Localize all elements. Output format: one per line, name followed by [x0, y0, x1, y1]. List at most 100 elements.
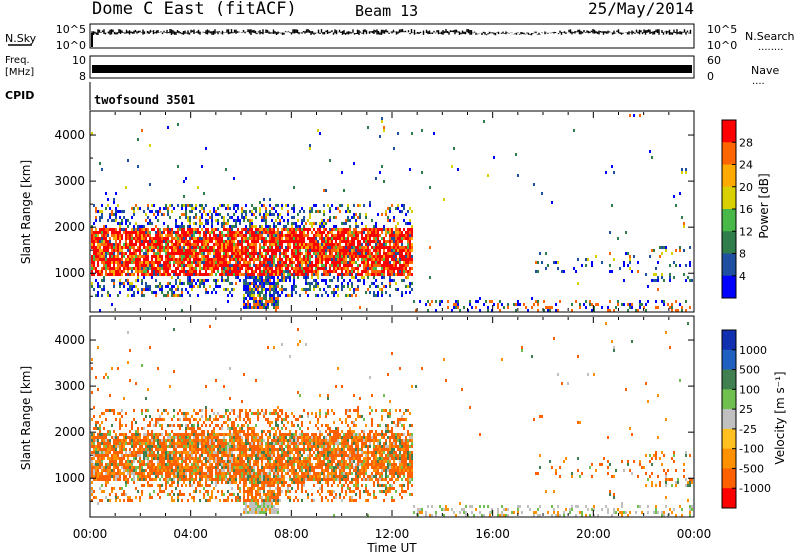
heatmap-cell: [141, 448, 143, 451]
heatmap-cell: [121, 487, 123, 490]
heatmap-cell: [137, 276, 139, 279]
heatmap-cell: [95, 249, 97, 252]
heatmap-cell: [223, 421, 225, 424]
heatmap-cell: [133, 228, 135, 231]
heatmap-cell: [229, 418, 231, 421]
heatmap-cell: [201, 451, 203, 454]
heatmap-cell: [137, 472, 139, 475]
heatmap-cell: [629, 303, 631, 306]
heatmap-cell: [129, 252, 131, 255]
heatmap-cell: [223, 243, 225, 246]
heatmap-cell: [123, 499, 125, 502]
heatmap-cell: [377, 240, 379, 243]
heatmap-cell: [139, 448, 141, 451]
heatmap-cell: [97, 460, 99, 463]
heatmap-cell: [293, 243, 295, 246]
heatmap-cell: [387, 255, 389, 258]
heatmap-cell: [273, 288, 275, 291]
heatmap-cell: [411, 231, 413, 234]
heatmap-cell: [333, 216, 335, 219]
heatmap-cell: [391, 273, 393, 276]
heatmap-cell: [237, 264, 239, 267]
heatmap-cell: [121, 252, 123, 255]
heatmap-cell: [197, 442, 199, 445]
heatmap-cell: [239, 222, 241, 225]
heatmap-cell: [317, 261, 319, 264]
heatmap-cell: [327, 273, 329, 276]
heatmap-cell: [109, 264, 111, 267]
heatmap-cell: [205, 237, 207, 240]
heatmap-cell: [175, 460, 177, 463]
heatmap-cell: [429, 303, 431, 306]
heatmap-cell: [101, 273, 103, 276]
heatmap-cell: [97, 433, 99, 436]
heatmap-cell: [217, 249, 219, 252]
heatmap-cell: [171, 294, 173, 297]
heatmap-cell: [403, 234, 405, 237]
heatmap-cell: [255, 210, 257, 213]
heatmap-cell: [327, 294, 329, 297]
heatmap-cell: [107, 469, 109, 472]
heatmap-cell: [293, 270, 295, 273]
heatmap-cell: [265, 243, 267, 246]
heatmap-cell: [115, 243, 117, 246]
heatmap-cell: [169, 466, 171, 469]
heatmap-cell: [141, 409, 143, 412]
heatmap-cell: [347, 210, 349, 213]
heatmap-cell: [261, 297, 263, 300]
heatmap-cell: [229, 472, 231, 475]
heatmap-cell: [209, 325, 211, 328]
heatmap-cell: [101, 288, 103, 291]
heatmap-cell: [223, 499, 225, 502]
heatmap-cell: [305, 270, 307, 273]
heatmap-cell: [113, 219, 115, 222]
heatmap-cell: [149, 493, 151, 496]
heatmap-cell: [117, 412, 119, 415]
heatmap-cell: [113, 237, 115, 240]
heatmap-cell: [233, 412, 235, 415]
heatmap-cell: [159, 442, 161, 445]
heatmap-cell: [147, 457, 149, 460]
heatmap-cell: [303, 219, 305, 222]
heatmap-cell: [115, 228, 117, 231]
heatmap-cell: [243, 285, 245, 288]
heatmap-cell: [149, 210, 151, 213]
heatmap-cell: [149, 219, 151, 222]
heatmap-cell: [115, 216, 117, 219]
heatmap-cell: [225, 168, 227, 171]
heatmap-cell: [131, 261, 133, 264]
heatmap-cell: [161, 451, 163, 454]
heatmap-cell: [535, 261, 537, 264]
heatmap-cell: [235, 204, 237, 207]
heatmap-cell: [91, 261, 93, 264]
heatmap-cell: [95, 466, 97, 469]
heatmap-cell: [409, 222, 411, 225]
heatmap-cell: [91, 418, 93, 421]
heatmap-cell: [135, 222, 137, 225]
heatmap-cell: [209, 210, 211, 213]
heatmap-cell: [291, 267, 293, 270]
heatmap-cell: [249, 237, 251, 240]
heatmap-cell: [321, 258, 323, 261]
heatmap-cell: [329, 243, 331, 246]
heatmap-cell: [405, 246, 407, 249]
heatmap-cell: [229, 258, 231, 261]
heatmap-cell: [177, 442, 179, 445]
heatmap-cell: [125, 412, 127, 415]
heatmap-cell: [331, 240, 333, 243]
heatmap-cell: [411, 273, 413, 276]
heatmap-cell: [357, 249, 359, 252]
heatmap-cell: [111, 460, 113, 463]
heatmap-cell: [335, 267, 337, 270]
heatmap-cell: [175, 487, 177, 490]
heatmap-cell: [201, 463, 203, 466]
heatmap-cell: [351, 255, 353, 258]
heatmap-cell: [285, 204, 287, 207]
heatmap-cell: [207, 484, 209, 487]
heatmap-cell: [411, 237, 413, 240]
date-label: 25/May/2014: [588, 0, 694, 18]
heatmap-cell: [181, 240, 183, 243]
heatmap-cell: [313, 240, 315, 243]
heatmap-cell: [171, 234, 173, 237]
heatmap-cell: [129, 448, 131, 451]
